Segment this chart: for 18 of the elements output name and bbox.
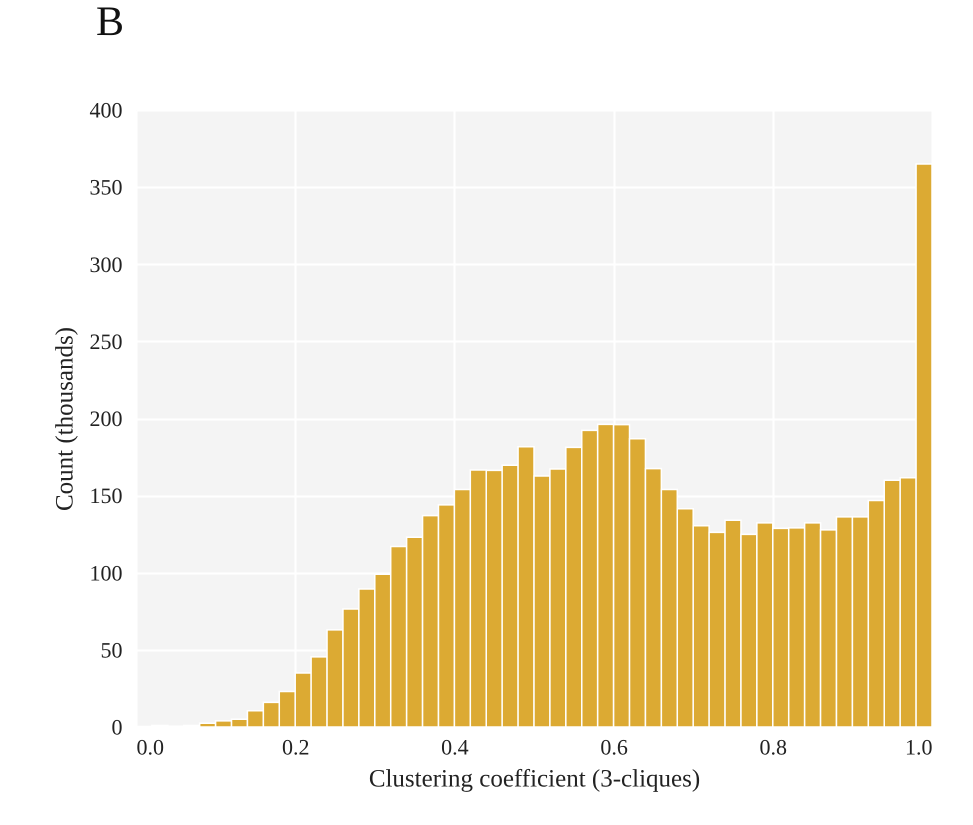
y-tick-label: 300 xyxy=(90,252,122,277)
y-tick-label: 150 xyxy=(90,483,122,508)
x-tick-label: 0.2 xyxy=(282,734,310,760)
y-tick-label: 400 xyxy=(90,98,122,122)
x-tick-label: 0.8 xyxy=(760,734,788,760)
chart-title: B xyxy=(96,0,124,45)
x-axis-title: Clustering coefficient (3-cliques) xyxy=(368,766,700,792)
y-axis-title: Count (thousands) xyxy=(52,326,78,512)
y-tick-label: 0 xyxy=(112,714,122,740)
y-tick-label: 200 xyxy=(90,406,122,431)
x-tick-label: 0.0 xyxy=(136,734,164,760)
y-tick-label: 100 xyxy=(90,560,122,586)
x-tick-label: 0.4 xyxy=(441,734,469,760)
y-tick-label: 350 xyxy=(90,174,122,200)
y-tick-label: 50 xyxy=(100,637,122,662)
x-tick-label: 0.6 xyxy=(600,734,628,760)
x-tick-label: 1.0 xyxy=(905,734,932,760)
y-tick-label: 250 xyxy=(90,328,122,354)
